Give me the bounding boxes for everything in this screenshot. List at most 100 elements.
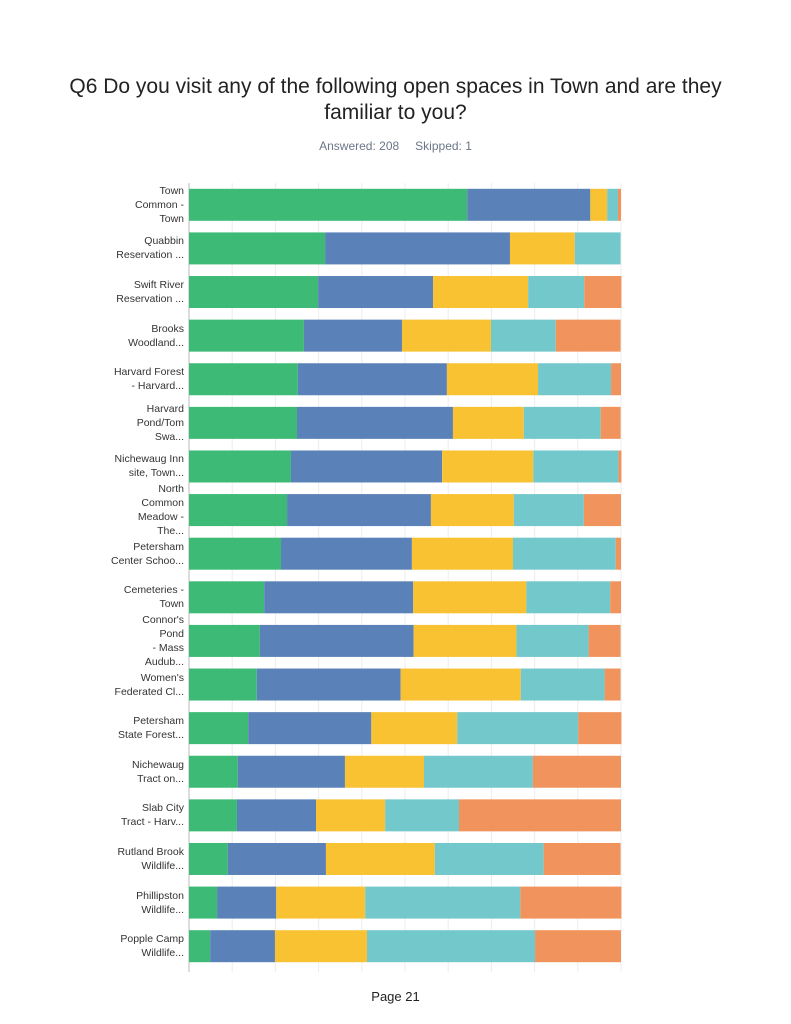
bar-segment — [259, 624, 414, 657]
bar-segment — [424, 755, 533, 788]
chart-title: Q6 Do you visit any of the following ope… — [69, 75, 722, 124]
bar-segment — [513, 494, 584, 527]
bar-segment — [248, 712, 372, 745]
bar-segment — [430, 494, 514, 527]
bar-segment — [189, 232, 326, 265]
bar-segment — [528, 276, 585, 309]
bar-segment — [457, 712, 579, 745]
bar-segment — [287, 494, 431, 527]
bar-segment — [290, 450, 443, 483]
bar-segment — [401, 319, 491, 352]
bar-segment — [574, 232, 621, 265]
bar-segment — [411, 537, 513, 570]
category-label: Petersham Center Schoo... — [111, 540, 184, 567]
footer: Page 21 — [371, 989, 420, 1004]
bar-segment — [523, 406, 601, 439]
bar-segment — [189, 276, 319, 309]
bar-segment — [189, 624, 260, 657]
bar-segment — [189, 886, 218, 919]
bar-segment — [189, 494, 288, 527]
bar-segment — [256, 668, 401, 701]
bar-segment — [210, 930, 275, 963]
bar-segment — [413, 624, 517, 657]
category-label: Women's Federated Cl... — [114, 671, 184, 698]
bar-segment — [584, 276, 622, 309]
bar-segment — [520, 886, 622, 919]
category-label: North Common Meadow - The... — [137, 483, 184, 538]
bar-segment — [303, 319, 402, 352]
bar-segment — [325, 842, 435, 875]
bar-segment — [316, 799, 386, 832]
category-label: Town Common - Town — [134, 184, 184, 225]
bar-segment — [434, 842, 544, 875]
bar-segment — [189, 930, 211, 963]
category-label: Slab City Tract - Harv... — [121, 802, 184, 829]
bar-segment — [600, 406, 621, 439]
bar-segment — [588, 624, 621, 657]
bar-segment — [513, 537, 616, 570]
bar-segment — [446, 363, 539, 396]
bar-segment — [590, 188, 608, 221]
bar-segment — [227, 842, 326, 875]
bar-segment — [516, 624, 589, 657]
category-label: Rutland Brook Wildlife... — [117, 845, 184, 872]
bar-segment — [189, 668, 257, 701]
category-label: Cemeteries - Town — [123, 584, 184, 611]
bar-segment — [189, 406, 297, 439]
skipped: Skipped: 1 — [415, 139, 472, 153]
bar-segment — [325, 232, 510, 265]
bar-segment — [433, 276, 529, 309]
bar-segment — [189, 188, 468, 221]
bar-segment — [509, 232, 575, 265]
bar-segment — [520, 668, 605, 701]
bar-segment — [189, 842, 228, 875]
bar-segment — [276, 886, 366, 919]
bar-segment — [413, 581, 527, 614]
bar-segment — [365, 886, 521, 919]
category-label: Petersham State Forest... — [118, 715, 184, 742]
bar-segment — [535, 930, 621, 963]
bar-segment — [578, 712, 622, 745]
category-label: Nichewaug Inn site, Town... — [114, 453, 184, 480]
bar-segment — [607, 188, 618, 221]
category-label: Nichewaug Tract on... — [132, 758, 184, 785]
category-label: Connor's Pond - Mass Audub... — [142, 613, 184, 668]
bar-segment — [442, 450, 534, 483]
bar-segment — [189, 712, 249, 745]
category-label: Swift River Reservation ... — [116, 279, 184, 306]
bar-segment — [526, 581, 611, 614]
bar-segment — [533, 450, 619, 483]
bar-segment — [236, 799, 317, 832]
category-label: Phillipston Wildlife... — [136, 889, 184, 916]
category-label: Harvard Forest - Harvard... — [113, 366, 184, 393]
bar-segment — [400, 668, 521, 701]
bar-segment — [189, 450, 291, 483]
bar-segment — [274, 930, 367, 963]
category-label: Popple Camp Wildlife... — [120, 933, 184, 960]
bar-segment — [604, 668, 621, 701]
category-label: Brooks Woodland... — [128, 322, 184, 349]
bar-segment — [297, 363, 447, 396]
subtitle: Answered: 208 Skipped: 1 — [0, 139, 791, 153]
bar-segment — [264, 581, 414, 614]
bar-segment — [459, 799, 621, 832]
bar-segment — [371, 712, 458, 745]
bar-segment — [617, 188, 621, 221]
category-label: Harvard Pond/Tom Swa... — [136, 402, 184, 443]
bar-segment — [385, 799, 459, 832]
bar-segment — [237, 755, 345, 788]
bar-segment — [189, 581, 265, 614]
bar-segment — [490, 319, 556, 352]
bar-segment — [615, 537, 621, 570]
category-label: Quabbin Reservation ... — [116, 235, 184, 262]
bar-segment — [555, 319, 621, 352]
bar-segment — [189, 363, 298, 396]
bar-segment — [538, 363, 612, 396]
bar-segment — [217, 886, 277, 919]
answered: Answered: 208 — [319, 139, 400, 153]
bar-segment — [297, 406, 453, 439]
bar-segment — [583, 494, 621, 527]
bar-segment — [189, 537, 282, 570]
